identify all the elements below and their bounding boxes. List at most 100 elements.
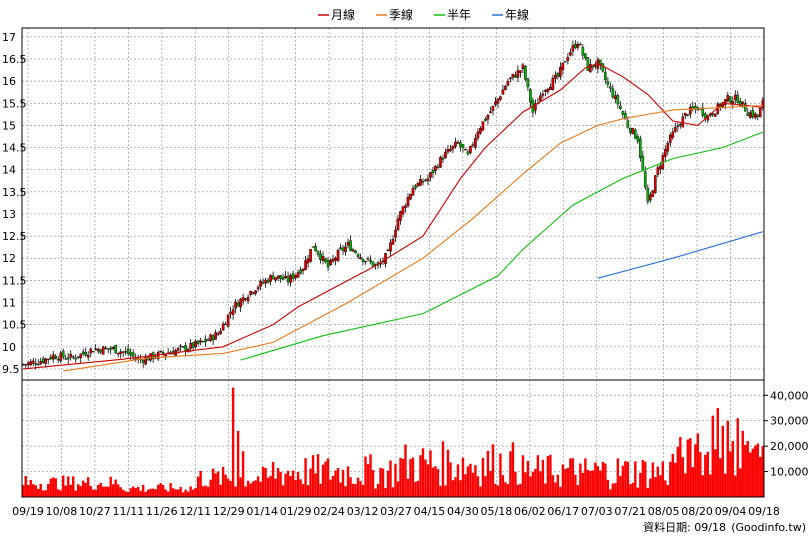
candle-body [371,261,375,267]
candle-body [594,65,597,67]
volume-bar [656,466,660,497]
volume-bar [601,461,605,497]
candle-body [726,94,730,102]
candle-body [276,275,280,279]
ma-line-0 [23,62,763,370]
volume-bar [94,489,97,497]
volume-bar [49,478,52,497]
volume-bar [69,484,72,497]
price-tick-label: 16 [2,75,16,88]
volume-bar [726,420,729,497]
volume-bar [759,456,762,497]
candle-body [341,247,345,251]
candle-body [574,43,577,49]
candle-body [24,364,28,366]
volume-tick-label: 30,000 [770,415,808,428]
volume-bar [326,458,330,497]
volume-bar [714,449,717,497]
volume-bar [526,461,530,497]
volume-bar [336,468,340,497]
price-tick-label: 9.5 [2,363,20,376]
candle-body [349,240,352,252]
candle-body [626,120,630,128]
volume-bar [72,476,75,497]
date-tick-label: 01/14 [246,505,278,518]
volume-bar [631,482,635,497]
volume-bar [319,483,322,497]
candle-body [666,143,670,152]
volume-tick-label: 40,000 [770,389,808,402]
candle-body [693,106,697,109]
volume-bar [261,466,265,497]
candle-body [76,356,80,358]
volume-bar [489,470,492,497]
volume-bar [359,481,362,497]
volume-bar [224,474,227,497]
volume-bar [694,444,697,497]
candle-body [46,358,50,361]
candle-body [274,277,277,281]
candle-body [746,112,750,117]
volume-bar [681,457,685,497]
volume-bar [441,441,445,497]
candle-body [516,70,520,78]
candle-body [591,65,595,68]
volume-bar [569,458,572,497]
volume-bar [239,477,242,497]
volume-bar [649,478,652,497]
volume-bar [619,476,622,497]
candle-body [479,128,482,134]
volume-bar [664,480,667,497]
volume-bar [191,489,195,497]
volume-bar [426,464,430,497]
volume-bar [696,433,699,497]
volume-bar [291,470,295,497]
candle-body [521,64,525,70]
candle-body [669,134,672,143]
volume-bar [689,438,692,497]
candle-body [446,148,450,153]
volume-bar [686,439,690,497]
volume-bar [486,450,490,497]
volume-bar [421,448,425,497]
candle-body [511,73,515,78]
candle-body [91,351,95,353]
volume-bar [376,483,380,497]
candle-body [556,73,560,77]
volume-bar [254,480,257,497]
volume-bar [404,444,407,497]
candle-body [526,78,530,88]
volume-bar [511,442,515,497]
date-tick-label: 12/11 [179,505,211,518]
candle-body [41,358,45,363]
candle-body [346,242,350,246]
volume-bar [411,457,415,497]
volume-bar [609,489,612,497]
candle-body [214,332,217,340]
volume-bar [22,485,25,497]
volume-bar [464,474,467,497]
candle-body [86,354,90,358]
date-tick-label: 06/02 [514,505,546,518]
candle-body [723,99,727,105]
candle-body [571,45,575,52]
candle-body [389,242,392,252]
volume-bar [54,478,57,497]
volume-bar [494,483,497,497]
candle-body [111,347,115,349]
date-tick-label: 04/30 [447,505,479,518]
volume-bar [356,477,360,497]
candle-body [284,275,287,279]
candle-body [401,206,405,215]
candle-body [244,298,247,300]
candle-body [299,269,302,274]
volume-bar [134,488,137,497]
volume-bar [584,458,587,497]
volume-bar [491,444,495,497]
candle-body [471,144,475,146]
candle-body [396,218,400,231]
candle-body [676,125,680,127]
date-tick-label: 01/29 [280,505,312,518]
price-tick-label: 12.5 [2,230,27,243]
volume-bar [24,476,27,497]
